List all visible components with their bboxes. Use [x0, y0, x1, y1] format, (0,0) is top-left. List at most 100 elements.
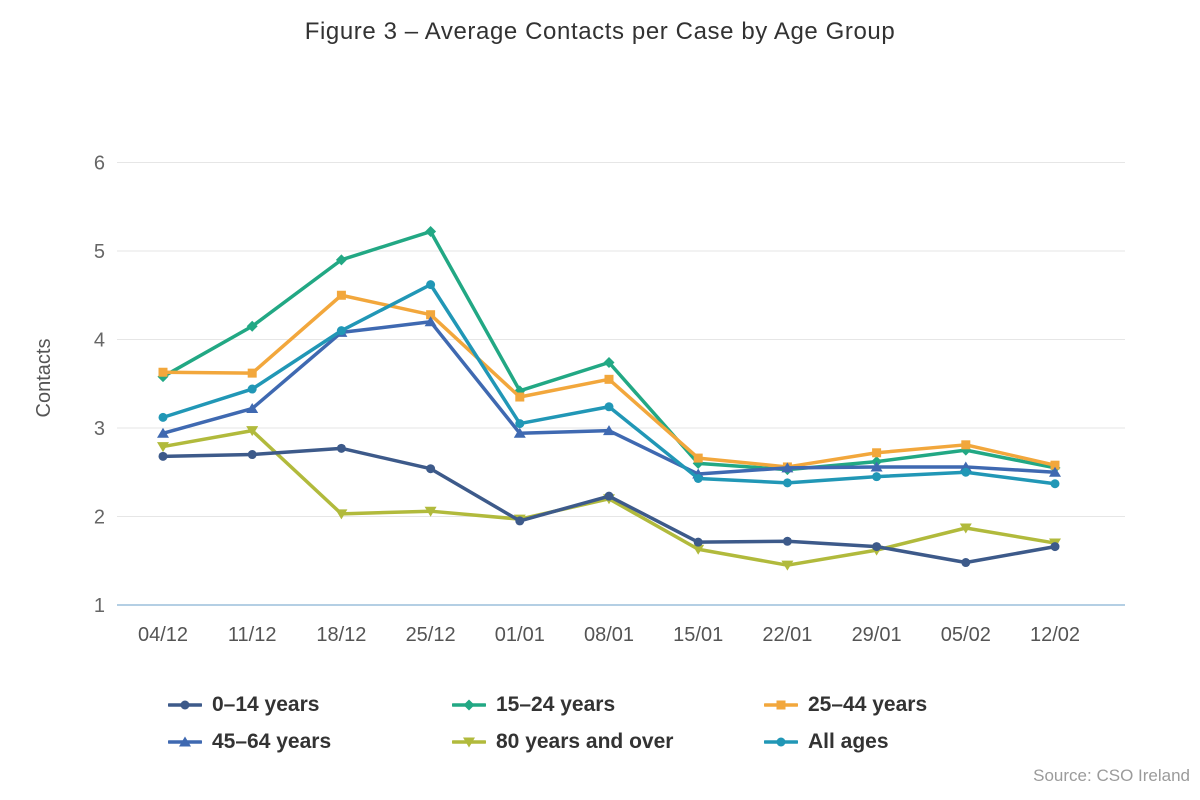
data-point-marker [604, 374, 614, 384]
x-tick-label: 25/12 [406, 624, 456, 646]
x-tick-label: 08/01 [584, 624, 634, 646]
data-point-marker [693, 453, 703, 463]
data-point-marker [246, 320, 258, 332]
data-point-marker [247, 450, 257, 460]
legend-item-80-years-and-over[interactable]: 80 years and over [452, 723, 764, 760]
data-point-marker [961, 440, 971, 450]
chart-title: Figure 3 – Average Contacts per Case by … [304, 18, 896, 45]
data-point-marker [961, 467, 971, 477]
series-25-44-years [158, 290, 1060, 472]
data-point-marker [782, 536, 792, 546]
legend-label-15-24-years: 15–24 years [496, 692, 616, 716]
data-point-marker [425, 226, 437, 238]
data-point-marker [693, 537, 703, 547]
legend-marker-25-44-years [764, 700, 798, 709]
y-tick-label: 1 [94, 595, 105, 617]
y-tick-label: 6 [94, 153, 105, 175]
data-point-marker [1050, 460, 1060, 470]
legend-item-25-44-years[interactable]: 25–44 years [764, 686, 927, 723]
x-tick-label: 18/12 [316, 624, 366, 646]
data-point-marker [515, 392, 525, 402]
data-point-marker [604, 491, 614, 501]
data-point-marker [1049, 466, 1061, 477]
legend-marker-all-ages [764, 737, 798, 746]
legend-marker-15-24-years [452, 699, 486, 710]
data-point-marker [158, 367, 168, 377]
data-point-marker [872, 542, 882, 552]
data-point-marker [179, 736, 191, 746]
y-tick-label: 5 [94, 241, 105, 263]
data-point-marker [463, 737, 475, 747]
data-point-marker [515, 419, 525, 429]
series-line-all-ages [161, 282, 1057, 486]
x-tick-label: 12/02 [1030, 624, 1080, 646]
data-point-marker [247, 368, 257, 378]
legend-item-0-14-years[interactable]: 0–14 years [168, 686, 452, 723]
data-point-marker [426, 280, 436, 290]
legend-label-45-64-years: 45–64 years [212, 729, 332, 753]
data-point-marker [604, 402, 614, 412]
legend-label-80-years-and-over: 80 years and over [496, 729, 674, 753]
data-point-marker [603, 357, 615, 369]
legend-label-0-14-years: 0–14 years [212, 692, 320, 716]
plot-area: 1 2 3 4 5 6 04/12 11/12 18/12 25/12 01/01 08/01 15/0… [94, 153, 1125, 646]
legend-label-25-44-years: 25–44 years [808, 692, 928, 716]
data-point-marker [424, 506, 437, 517]
data-point-marker [246, 403, 259, 414]
data-point-marker [1050, 479, 1060, 489]
data-point-marker [782, 478, 792, 488]
data-point-marker [157, 427, 169, 438]
series-all-ages [158, 280, 1060, 489]
data-point-marker [872, 448, 882, 458]
series-45-64-years [157, 316, 1061, 479]
data-point-marker [515, 516, 525, 526]
y-tick-label: 4 [94, 330, 105, 352]
x-tick-label: 29/01 [852, 624, 902, 646]
data-point-marker [781, 462, 794, 473]
data-point-marker [1050, 542, 1060, 552]
data-point-marker [603, 425, 615, 436]
x-tick-label: 05/02 [941, 624, 991, 646]
data-point-marker [513, 427, 526, 438]
data-point-marker [781, 560, 794, 571]
data-point-marker [336, 290, 346, 300]
x-tick-label: 01/01 [495, 624, 545, 646]
data-point-marker [335, 254, 347, 266]
y-tick-label: 2 [94, 507, 105, 529]
legend-item-all-ages[interactable]: All ages [764, 723, 927, 760]
series-0-14-years [158, 443, 1060, 568]
data-point-marker [335, 509, 348, 520]
data-point-marker [870, 461, 883, 472]
data-point-marker [158, 451, 168, 461]
data-point-marker [959, 523, 972, 534]
x-tick-label: 11/12 [228, 624, 277, 646]
data-point-marker [157, 442, 169, 453]
data-point-marker [426, 310, 436, 320]
x-tick-label: 04/12 [138, 624, 188, 646]
data-point-marker [463, 699, 475, 710]
data-point-marker [692, 544, 705, 555]
data-point-marker [246, 426, 259, 437]
data-point-marker [158, 412, 168, 422]
source-credit: Source: CSO Ireland [1033, 766, 1190, 785]
legend-marker-0-14-years [168, 700, 202, 709]
y-tick-label: 3 [94, 418, 105, 440]
data-point-marker [180, 700, 190, 709]
data-point-marker [776, 700, 786, 709]
data-point-marker [336, 443, 346, 453]
x-tick-label: 15/01 [673, 624, 723, 646]
series-15-24-years [157, 226, 1061, 476]
data-point-marker [426, 464, 436, 474]
legend-item-45-64-years[interactable]: 45–64 years [168, 723, 452, 760]
x-tick-label: 22/01 [762, 624, 812, 646]
legend-marker-80-years-and-over [452, 737, 486, 747]
data-point-marker [424, 316, 437, 327]
data-point-marker [693, 473, 703, 483]
legend-item-15-24-years[interactable]: 15–24 years [452, 686, 764, 723]
data-point-marker [872, 472, 882, 482]
data-point-marker [247, 384, 257, 394]
data-point-marker [336, 326, 346, 336]
legend: 0–14 years 15–24 years 25–44 years 45–64… [168, 686, 927, 760]
legend-marker-45-64-years [168, 736, 202, 746]
data-point-marker [961, 558, 971, 568]
